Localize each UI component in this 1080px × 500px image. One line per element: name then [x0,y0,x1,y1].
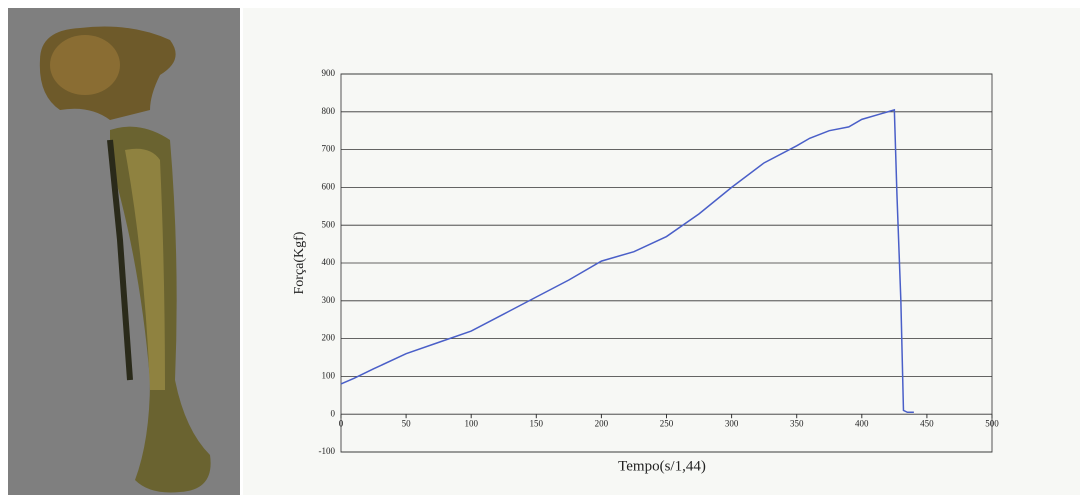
y-tick-label: 400 [322,257,336,267]
y-tick-label: 600 [322,181,336,191]
y-tick-label: 300 [322,295,336,305]
y-tick-label: 100 [322,370,336,380]
y-tick-label: 200 [322,333,336,343]
y-tick-label: -100 [319,446,336,456]
x-tick-label: 350 [790,418,804,428]
x-tick-label: 200 [595,418,609,428]
x-axis-label: Tempo(s/1,44) [618,458,706,474]
x-tick-label: 0 [339,418,344,428]
y-tick-label: 700 [322,144,336,154]
x-tick-label: 100 [464,418,478,428]
x-tick-label: 400 [855,418,869,428]
x-tick-label: 50 [402,418,412,428]
bone-illustration [39,26,211,493]
y-tick-label: 500 [322,219,336,229]
x-tick-label: 450 [920,418,934,428]
y-axis-label: Força(Kgf) [292,231,307,294]
data-line [340,108,914,414]
x-tick-label: 500 [985,418,999,428]
y-tick-label: 800 [322,106,336,116]
y-tick-label: 900 [322,68,336,78]
x-tick-label: 150 [530,418,544,428]
x-tick-label: 250 [660,418,674,428]
y-tick-label: 0 [331,408,336,418]
x-tick-label: 300 [725,418,739,428]
